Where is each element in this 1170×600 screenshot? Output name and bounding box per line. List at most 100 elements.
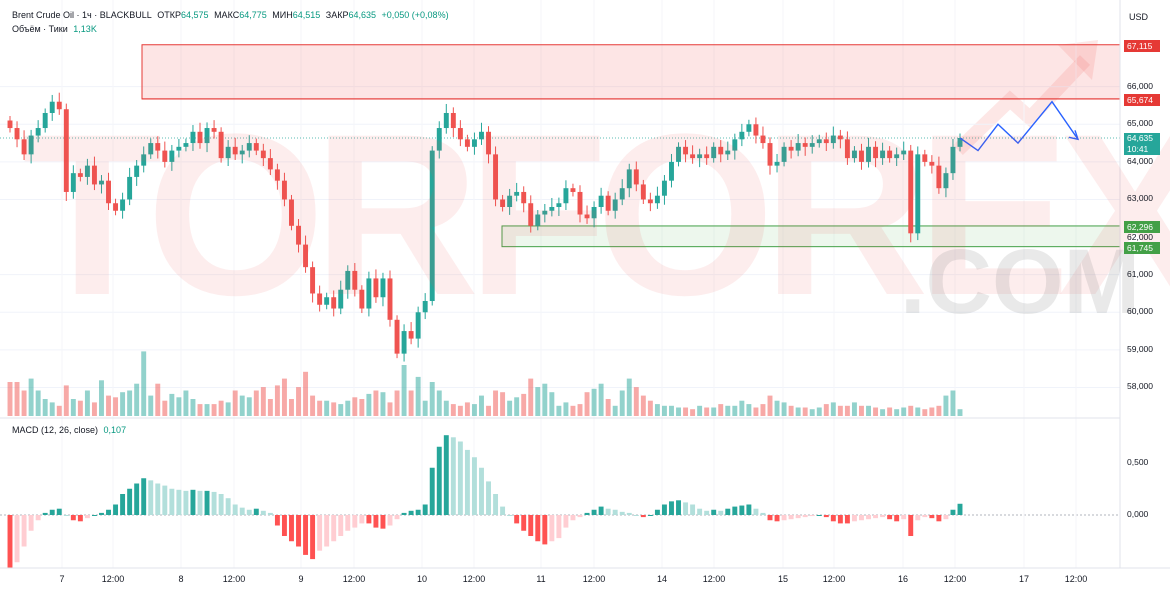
candle-body — [331, 297, 337, 309]
candle-body — [274, 169, 280, 181]
macd-bar — [732, 506, 738, 515]
macd-bar — [739, 505, 745, 515]
price-tick-label: 61,000 — [1127, 268, 1153, 279]
volume-bar — [873, 407, 879, 416]
macd-bar — [626, 512, 632, 515]
volume-bar — [746, 404, 752, 416]
macd-bar — [802, 515, 808, 518]
symbol-name[interactable]: Brent Crude Oil · 1ч · BLACKBULL — [12, 10, 152, 20]
candle-body — [169, 150, 175, 162]
volume-bar — [584, 392, 590, 416]
macd-bar — [197, 490, 203, 515]
volume-bar — [626, 378, 632, 416]
volume-bar — [774, 400, 780, 416]
volume-bar — [373, 390, 379, 416]
macd-bar — [795, 515, 801, 519]
candle-body — [70, 173, 76, 192]
macd-bar — [725, 508, 731, 515]
candle-body — [837, 135, 843, 140]
candle-body — [345, 270, 351, 290]
time-tick-label: 17 — [1018, 574, 1030, 584]
volume-bar — [436, 390, 442, 416]
macd-bar — [880, 515, 886, 518]
candle-body — [683, 146, 689, 155]
candle-body — [253, 143, 259, 151]
high-label: МАКС — [214, 10, 240, 20]
volume-bar — [162, 400, 168, 416]
volume-bar — [823, 404, 829, 416]
candle-body — [486, 131, 491, 155]
candle-body — [63, 109, 69, 192]
volume-bar — [464, 402, 470, 416]
volume-bar — [148, 395, 154, 416]
candle-body — [366, 278, 372, 309]
macd-bar — [42, 512, 48, 515]
candle-body — [753, 124, 759, 136]
macd-bar — [661, 504, 667, 515]
macd-bar — [387, 515, 393, 526]
candle-body — [697, 154, 703, 159]
volume-bar — [647, 400, 653, 416]
candle-body — [183, 143, 189, 147]
volume-bar — [781, 402, 787, 416]
candle-body — [633, 169, 639, 185]
volume-bar — [661, 405, 667, 416]
candle-body — [521, 191, 527, 204]
forecast-line — [959, 100, 1080, 152]
macd-bar — [281, 515, 287, 536]
candle-body — [99, 180, 104, 185]
macd-label: MACD (12, 26, close) — [12, 425, 99, 435]
candle-body — [535, 214, 541, 226]
volume-bar — [155, 383, 161, 416]
candle-body — [950, 146, 956, 174]
macd-bar — [556, 515, 562, 539]
macd-bar — [99, 512, 104, 515]
candle-body — [654, 195, 660, 204]
volume-bar — [556, 405, 562, 416]
volume-header[interactable]: Объём · Тики 1,13K — [12, 24, 100, 34]
macd-bar — [647, 515, 653, 516]
macd-header[interactable]: MACD (12, 26, close) 0,107 — [12, 425, 129, 435]
candle-body — [56, 101, 62, 110]
macd-bar — [479, 467, 484, 515]
volume-bar — [500, 392, 506, 416]
resistance-zone — [141, 44, 1121, 100]
candle-body — [880, 150, 886, 159]
volume-bar — [809, 409, 815, 416]
volume-bar — [950, 390, 956, 416]
candle-body — [239, 150, 245, 155]
candle-body — [162, 150, 168, 162]
volume-bar — [521, 393, 527, 416]
candle-body — [795, 143, 801, 151]
macd-bar — [500, 506, 506, 515]
candle-body — [507, 195, 513, 207]
candle-body — [190, 131, 196, 144]
low-value: 64,515 — [292, 10, 321, 20]
macd-bar — [401, 512, 407, 515]
candle-body — [134, 165, 140, 177]
volume-bar — [936, 405, 942, 416]
candles — [7, 92, 963, 362]
candle-body — [619, 188, 625, 200]
support-mid-label: 62,000 — [1127, 232, 1153, 242]
candle-body — [542, 210, 548, 215]
macd-bar — [141, 478, 147, 515]
volume-bar — [514, 397, 520, 416]
macd-bar — [471, 457, 477, 515]
forecast-path — [959, 100, 1079, 152]
currency-label[interactable]: USD — [1128, 12, 1148, 22]
volume-bar — [14, 382, 20, 416]
time-tick-label: 8 — [178, 574, 184, 584]
volume-bar — [563, 402, 569, 416]
macd-bar — [697, 508, 703, 515]
macd-bar — [908, 515, 914, 536]
watermark-text: TORFOREX — [22, 86, 1170, 343]
macd-value: 0,107 — [103, 425, 127, 435]
candle-body — [387, 278, 393, 320]
candle-body — [690, 154, 696, 159]
macd-bar — [704, 510, 710, 515]
macd-bar — [380, 515, 386, 529]
time-tick-label: 10 — [416, 574, 428, 584]
price-tick-label: 60,000 — [1127, 306, 1153, 317]
